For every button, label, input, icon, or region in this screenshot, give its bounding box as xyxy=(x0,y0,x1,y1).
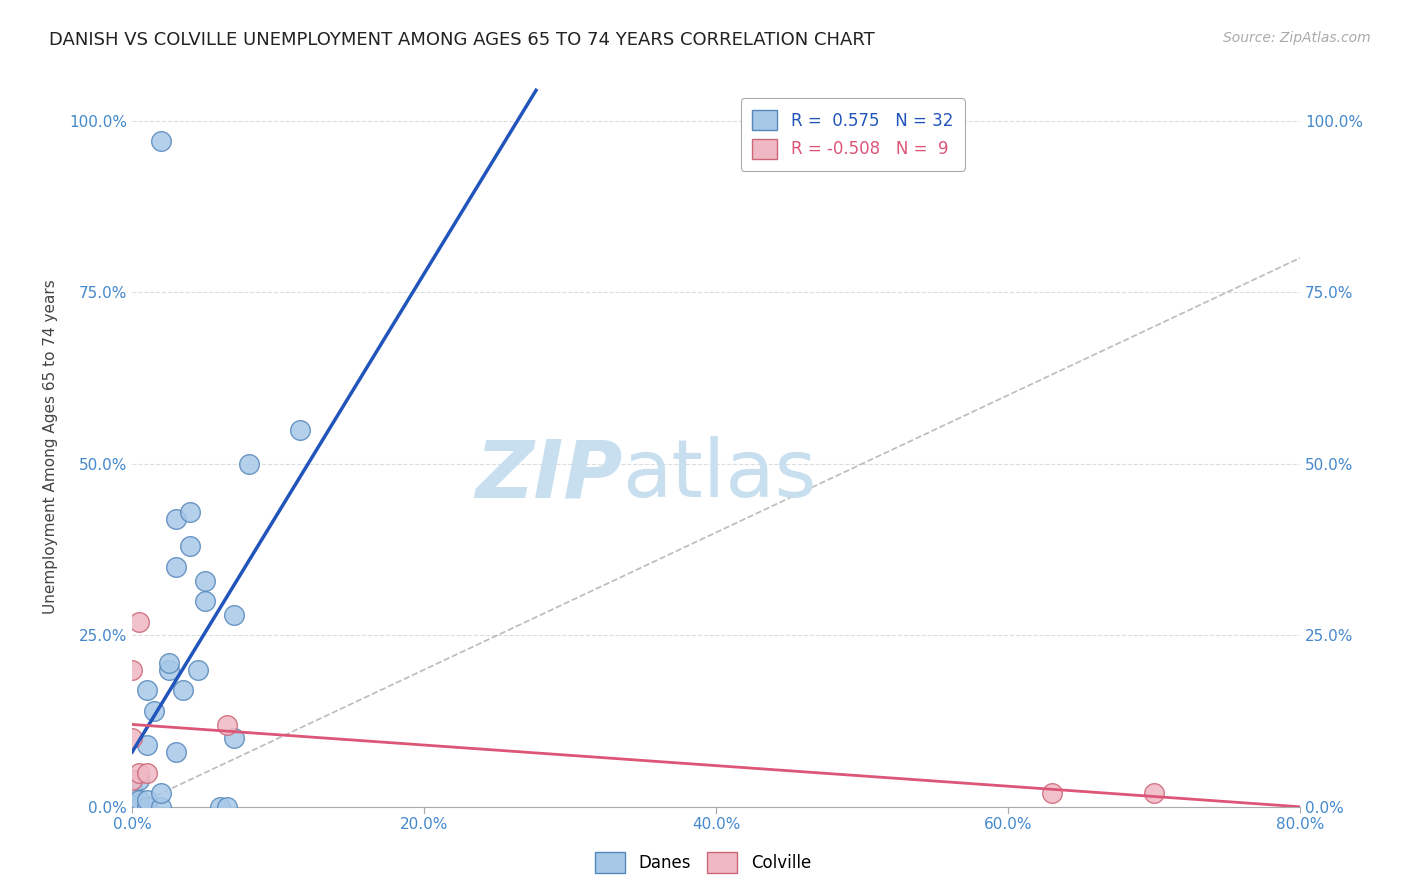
Point xyxy=(135,738,157,752)
Text: atlas: atlas xyxy=(623,436,817,515)
Point xyxy=(1143,786,1166,800)
Point xyxy=(1040,786,1063,800)
Text: ZIP: ZIP xyxy=(475,436,623,515)
Point xyxy=(135,793,157,807)
Point xyxy=(187,663,209,677)
Point xyxy=(128,765,150,780)
Point xyxy=(224,731,246,746)
Point xyxy=(215,800,238,814)
Point xyxy=(172,683,194,698)
Point xyxy=(150,134,173,148)
Point xyxy=(121,663,143,677)
Point xyxy=(165,745,187,759)
Point xyxy=(121,772,143,787)
Point xyxy=(194,594,217,608)
Point xyxy=(121,780,143,794)
Point xyxy=(215,717,238,731)
Point xyxy=(179,539,201,553)
Text: DANISH VS COLVILLE UNEMPLOYMENT AMONG AGES 65 TO 74 YEARS CORRELATION CHART: DANISH VS COLVILLE UNEMPLOYMENT AMONG AG… xyxy=(49,31,875,49)
Point xyxy=(157,663,180,677)
Point xyxy=(194,574,217,588)
Point xyxy=(288,423,311,437)
Point xyxy=(121,793,143,807)
Point xyxy=(128,793,150,807)
Point xyxy=(128,772,150,787)
Point xyxy=(208,800,231,814)
Legend: R =  0.575   N = 32, R = -0.508   N =  9: R = 0.575 N = 32, R = -0.508 N = 9 xyxy=(741,98,965,170)
Point xyxy=(150,800,173,814)
Y-axis label: Unemployment Among Ages 65 to 74 years: Unemployment Among Ages 65 to 74 years xyxy=(44,279,58,614)
Legend: Danes, Colville: Danes, Colville xyxy=(588,846,818,880)
Point xyxy=(157,656,180,670)
Point xyxy=(238,457,260,471)
Point xyxy=(135,800,157,814)
Point xyxy=(150,786,173,800)
Point xyxy=(179,505,201,519)
Point xyxy=(135,683,157,698)
Point xyxy=(121,786,143,800)
Text: Source: ZipAtlas.com: Source: ZipAtlas.com xyxy=(1223,31,1371,45)
Point xyxy=(165,559,187,574)
Point xyxy=(128,800,150,814)
Point xyxy=(224,607,246,622)
Point xyxy=(121,731,143,746)
Point xyxy=(121,800,143,814)
Point xyxy=(135,765,157,780)
Point xyxy=(128,615,150,629)
Point xyxy=(143,704,166,718)
Point xyxy=(165,512,187,526)
